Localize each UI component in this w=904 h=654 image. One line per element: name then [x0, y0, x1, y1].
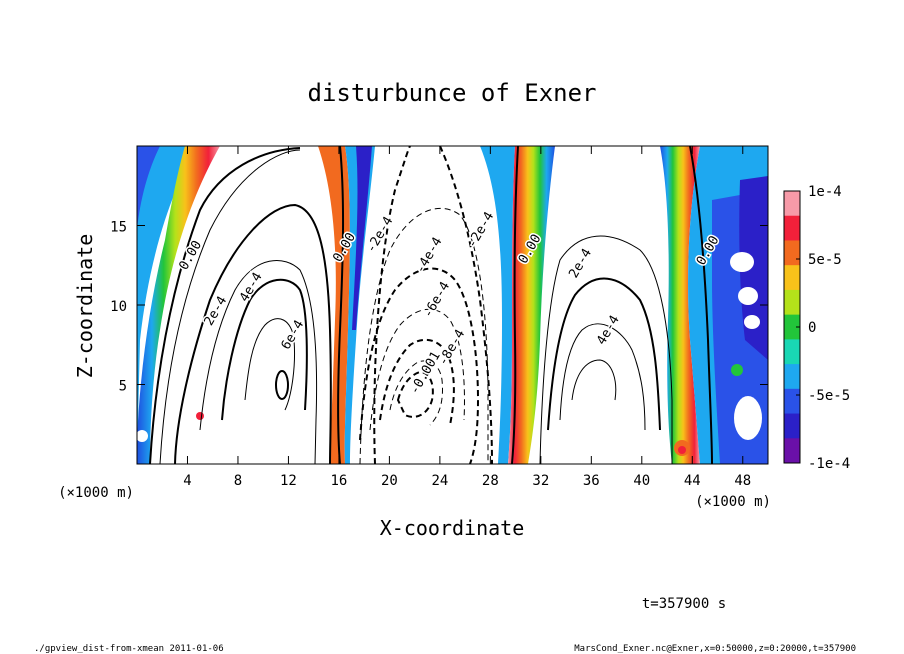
- colorbar-label: 5e-5: [808, 252, 842, 268]
- colorbar-swatch: [784, 314, 800, 340]
- colorbar-swatch: [784, 438, 800, 464]
- x-tick-label: 8: [234, 473, 242, 489]
- x-tick-label: 44: [684, 473, 701, 489]
- colorbar-label: -5e-5: [808, 388, 850, 404]
- colorbar-swatch: [784, 339, 800, 365]
- x-axis-label: X-coordinate: [380, 516, 525, 540]
- colorbar-swatch: [784, 289, 800, 316]
- x-tick-label: 16: [330, 473, 347, 489]
- chart-title: disturbunce of Exner: [308, 79, 597, 107]
- x-tick-label: 32: [532, 473, 549, 489]
- x-tick-label: 40: [633, 473, 650, 489]
- y-tick-label: 15: [110, 220, 127, 236]
- colorbar-swatch: [784, 215, 800, 241]
- colorbar-swatch: [784, 388, 800, 415]
- time-annotation: t=357900 s: [642, 596, 726, 612]
- x-tick-label: 4: [183, 473, 191, 489]
- colorbar-swatch: [784, 364, 800, 390]
- colorbar-swatch: [784, 191, 800, 217]
- x-tick-label: 48: [734, 473, 751, 489]
- colorbar-label: 1e-4: [808, 184, 842, 200]
- footer-right: MarsCond_Exner.nc@Exner,x=0:50000,z=0:20…: [574, 644, 856, 654]
- colorbar-swatch: [784, 413, 800, 439]
- colorbar-label: 0: [808, 320, 816, 336]
- x-tick-label: 20: [381, 473, 398, 489]
- colorbar-labels: 1e-4 5e-5 0 -5e-5 -1e-4: [796, 184, 850, 472]
- colorbar-swatch: [784, 240, 800, 266]
- x-axis-ticks: 4 8 12 16 20 24 28 32 36 40 44 48: [183, 146, 751, 489]
- x-tick-label: 28: [482, 473, 499, 489]
- colorbar-swatch: [784, 265, 800, 291]
- x-tick-label: 24: [431, 473, 448, 489]
- y-tick-label: 10: [110, 299, 127, 315]
- x-unit-left: (×1000 m): [58, 485, 134, 501]
- x-tick-label: 12: [280, 473, 297, 489]
- footer-left: ./gpview_dist-from-xmean 2011-01-06: [34, 644, 224, 654]
- x-unit-right: (×1000 m): [695, 494, 771, 510]
- y-axis-label: Z-coordinate: [73, 234, 97, 379]
- y-tick-label: 5: [119, 379, 127, 395]
- y-axis-ticks: 5 10 15: [110, 220, 768, 395]
- colorbar-label: -1e-4: [808, 456, 850, 472]
- x-tick-label: 36: [583, 473, 600, 489]
